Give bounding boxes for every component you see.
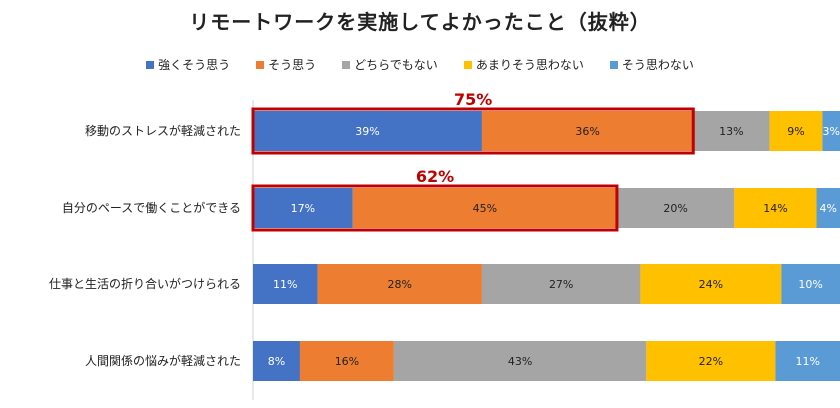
bar-segment [253,264,318,304]
bar-segment [393,341,647,381]
data-label: 3% [822,125,839,138]
category-label: 仕事と生活の折り合いがつけられる [49,276,241,291]
legend-swatch [463,60,472,69]
highlight-box [251,107,695,155]
data-label: 4% [820,202,837,215]
data-label: 8% [268,355,285,368]
bar-segment [816,188,840,228]
bar-segment [646,341,776,381]
bar-segment [299,341,394,381]
highlight-box [251,184,619,232]
data-label: 11% [273,278,297,291]
bar-segment [352,188,617,228]
data-label: 22% [699,355,723,368]
data-label: 39% [355,125,379,138]
bar-segment [775,341,840,381]
legend-swatch [609,60,618,69]
data-label: 14% [763,202,787,215]
legend-label: あまりそう思わない [475,58,584,72]
bar-segment [481,111,694,151]
bar-segment [253,188,353,228]
bar-segment [734,188,817,228]
legend-item: そう思わない [609,56,694,73]
category-label: 人間関係の悩みが軽減された [85,353,241,368]
bar-segment [616,188,735,228]
legend: 強くそう思う そう思う どちらでもない あまりそう思わない そう思わない [0,56,840,73]
data-label: 10% [798,278,822,291]
data-label: 45% [473,202,497,215]
bar-segment [769,111,823,151]
data-label: 9% [787,125,804,138]
bar-segment [317,264,482,304]
data-label: 17% [291,202,315,215]
data-label: 20% [663,202,687,215]
legend-item: どちらでもない [342,56,438,73]
category-label: 移動のストレスが軽減された [85,123,241,138]
legend-swatch [256,60,265,69]
legend-swatch [342,60,351,69]
data-label: 16% [335,355,359,368]
data-label: 36% [575,125,599,138]
bar-segment [253,111,482,151]
bar-segment [822,111,840,151]
legend-swatch [146,60,155,69]
bar-segment [640,264,782,304]
bar-segment [693,111,770,151]
data-label: 27% [549,278,573,291]
bar-segment [481,264,641,304]
category-label: 自分のペースで働くことができる [62,200,241,215]
legend-item: そう思う [256,56,316,73]
legend-label: どちらでもない [354,58,438,72]
data-label: 43% [508,355,532,368]
legend-label: 強くそう思う [158,58,231,72]
legend-label: そう思わない [621,58,694,72]
legend-label: そう思う [268,58,317,72]
data-label: 28% [388,278,412,291]
highlight-total-label: 75% [454,90,492,109]
data-label: 13% [719,125,743,138]
chart-title: リモートワークを実施してよかったこと（抜粋） [189,10,651,34]
bar-segment [253,341,300,381]
data-label: 11% [795,355,819,368]
highlight-total-label: 62% [416,167,454,186]
legend-item: あまりそう思わない [463,56,584,73]
data-label: 24% [699,278,723,291]
legend-item: 強くそう思う [146,56,230,73]
bar-segment [781,264,840,304]
